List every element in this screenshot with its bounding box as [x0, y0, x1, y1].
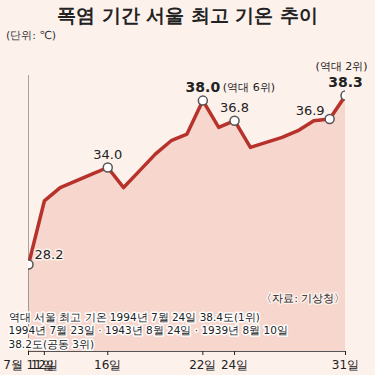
html-text:폭염 기간 서울 최고 기온 추이: 폭염 기간 서울 최고 기온 추이: [57, 4, 318, 26]
svg-text:36.8: 36.8: [220, 100, 249, 115]
svg-text:24일: 24일: [221, 358, 248, 372]
svg-text:38.0: 38.0: [186, 79, 221, 95]
svg-text:36.9: 36.9: [296, 103, 325, 118]
svg-text:(역대 2위): (역대 2위): [315, 60, 367, 73]
svg-text:28.2: 28.2: [35, 247, 64, 262]
svg-text:31일: 31일: [332, 358, 359, 372]
svg-text:역대 서울 최고 기온 1994년 7월 24일 38.4도: 역대 서울 최고 기온 1994년 7월 24일 38.4도(1위)1994년 …: [9, 311, 288, 349]
svg-text:(역대 6위): (역대 6위): [223, 81, 275, 94]
svg-text:12일: 12일: [31, 358, 58, 372]
svg-text:34.0: 34.0: [93, 147, 122, 162]
html-text:(단위: ℃): (단위: ℃): [6, 29, 57, 42]
svg-text:7월 11일: 7월 11일: [3, 358, 54, 372]
svg-text:22일: 22일: [189, 358, 216, 372]
svg-text:38.3: 38.3: [328, 74, 363, 90]
svg-text:16일: 16일: [94, 358, 121, 372]
svg-text:〈자료: 기상청〉: 〈자료: 기상청〉: [261, 292, 345, 305]
